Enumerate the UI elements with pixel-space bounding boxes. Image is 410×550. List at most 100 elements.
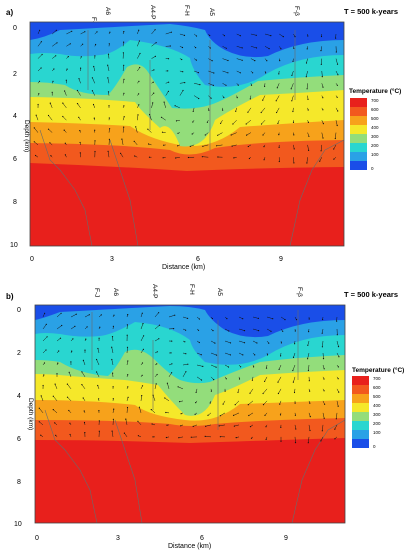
velocity-arrow-head (337, 366, 339, 368)
velocity-arrow (196, 364, 203, 367)
velocity-arrow (232, 144, 237, 147)
velocity-arrow (231, 132, 237, 136)
velocity-arrow-head (33, 141, 35, 143)
velocity-arrow (137, 30, 139, 35)
velocity-arrow-head (111, 346, 113, 348)
fault-line (291, 419, 346, 524)
velocity-arrow (321, 328, 324, 334)
velocity-arrow-head (293, 134, 295, 136)
velocity-arrow (247, 107, 252, 113)
velocity-arrow (278, 364, 282, 370)
velocity-arrow (151, 56, 156, 59)
velocity-arrow-head (60, 312, 62, 314)
velocity-arrow-head (79, 141, 81, 144)
well-label-fj: F-J (93, 288, 100, 297)
y-tick-label: 8 (13, 199, 17, 206)
x-tick-label: 3 (116, 535, 120, 542)
velocity-arrow (264, 376, 268, 382)
velocity-arrow-head (83, 410, 85, 412)
velocity-arrow (308, 424, 311, 431)
velocity-arrow-head (192, 425, 194, 427)
velocity-arrow-head (69, 422, 71, 424)
velocity-arrow-head (52, 409, 54, 411)
velocity-arrow (308, 436, 310, 443)
velocity-arrow-head (165, 436, 167, 439)
velocity-arrow-head (233, 157, 235, 159)
velocity-arrow-head (98, 430, 100, 432)
fault-line (39, 129, 93, 247)
velocity-arrow-head (139, 66, 141, 69)
velocity-arrow-head (217, 156, 219, 158)
velocity-arrow-head (322, 318, 324, 321)
velocity-arrow-head (148, 156, 151, 158)
velocity-arrow (319, 157, 323, 162)
velocity-arrow-head (168, 81, 170, 83)
legend-swatch-700 (350, 98, 367, 107)
legend-swatch-400 (352, 403, 369, 412)
velocity-arrow-head (275, 100, 277, 102)
velocity-arrow-head (155, 383, 157, 385)
velocity-arrow-head (210, 97, 212, 99)
legend-swatch-300 (352, 412, 369, 421)
velocity-arrow-head (202, 365, 204, 367)
velocity-arrow-head (257, 317, 259, 319)
velocity-arrow (48, 129, 53, 133)
velocity-arrow-head (337, 110, 339, 112)
velocity-arrow-head (107, 64, 109, 66)
velocity-arrow (190, 144, 195, 147)
velocity-arrow (154, 383, 157, 389)
velocity-arrow-head (307, 35, 309, 37)
velocity-arrow (279, 33, 284, 37)
velocity-arrow-head (142, 348, 144, 350)
velocity-arrow-head (263, 146, 265, 148)
velocity-arrow (42, 349, 47, 354)
velocity-arrow-head (154, 55, 156, 58)
velocity-arrow (137, 114, 139, 121)
velocity-arrow (220, 412, 226, 416)
velocity-arrow (208, 95, 212, 99)
velocity-arrow (111, 431, 114, 437)
velocity-arrow-head (64, 142, 66, 144)
velocity-arrow (52, 42, 58, 47)
velocity-arrow-head (123, 78, 125, 80)
velocity-arrow (66, 43, 71, 47)
velocity-arrow-head (333, 148, 335, 150)
velocity-arrow-head (91, 77, 93, 79)
panel-b-title: T = 500 k-years (344, 290, 398, 299)
velocity-arrow-head (322, 123, 324, 125)
velocity-arrow (52, 55, 56, 59)
velocity-arrow (108, 54, 110, 59)
velocity-arrow-head (278, 146, 280, 148)
velocity-arrow-head (135, 126, 137, 128)
velocity-arrow-head (228, 330, 230, 332)
velocity-arrow (53, 409, 58, 414)
velocity-arrow (336, 352, 340, 357)
velocity-arrow-head (282, 330, 284, 332)
velocity-arrow (293, 157, 295, 163)
velocity-arrow-head (97, 347, 99, 350)
velocity-arrow (250, 58, 255, 61)
velocity-arrow-head (200, 379, 203, 381)
legend-value: 500 (371, 116, 379, 121)
velocity-arrow-head (262, 99, 264, 101)
velocity-arrow-head (336, 124, 338, 127)
velocity-arrow-head (62, 115, 64, 118)
velocity-arrow-head (230, 134, 232, 136)
velocity-arrow (336, 388, 339, 393)
legend-value: 700 (373, 376, 381, 381)
velocity-arrow-head (162, 157, 164, 159)
velocity-arrow-head (152, 394, 154, 396)
velocity-arrow (196, 352, 202, 355)
velocity-arrow (96, 371, 100, 378)
velocity-arrow (92, 77, 96, 84)
velocity-arrow-head (51, 91, 53, 93)
panel-a-label: a) (6, 8, 13, 17)
velocity-arrow-head (222, 109, 224, 111)
velocity-arrow-head (152, 102, 154, 104)
velocity-arrow-head (237, 84, 239, 86)
velocity-arrow-head (291, 74, 293, 76)
velocity-arrow (67, 397, 72, 402)
velocity-arrow-head (107, 150, 109, 152)
panel-a-fault-outlines (39, 30, 345, 247)
velocity-arrow-head (225, 378, 227, 380)
